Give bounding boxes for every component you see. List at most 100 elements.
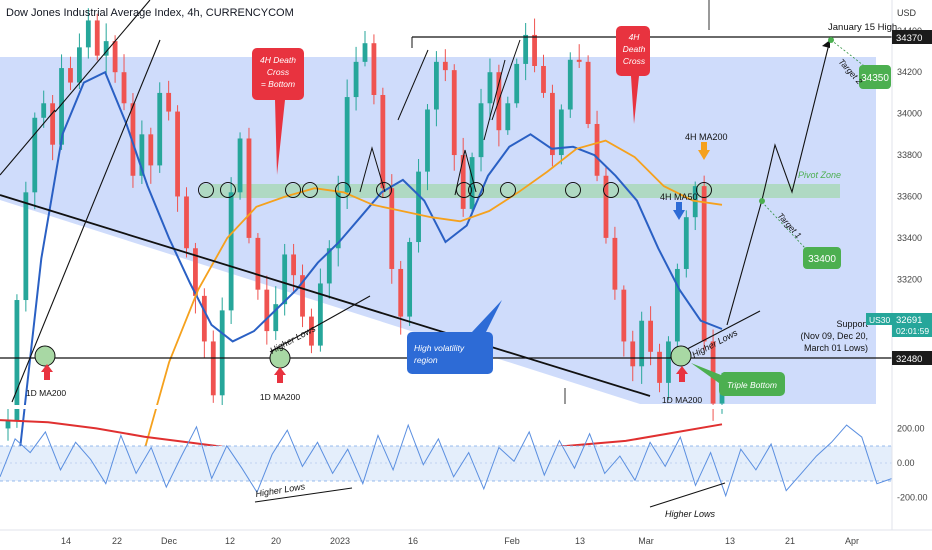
candle-body: [291, 254, 296, 276]
candle-body: [228, 192, 234, 311]
channel-line-3[interactable]: [0, 109, 56, 176]
candle-body: [157, 92, 163, 166]
candle-body: [23, 192, 29, 301]
rsi-axis[interactable]: 200.00 0.00 -200.00: [897, 424, 928, 503]
candle-body: [14, 300, 20, 421]
swing-arrow-3: [454, 149, 477, 196]
ma200-1d-label-1: 1D MA200: [26, 388, 66, 398]
pivot-touch-circle: [302, 182, 318, 198]
price-tick: 33600: [897, 191, 922, 201]
channel-line-1[interactable]: [54, 0, 151, 113]
candle-body: [282, 254, 288, 305]
candle-body: [193, 248, 198, 296]
candle-body: [701, 186, 707, 342]
pivot-touch-circle: [198, 182, 214, 198]
resistance-price-tag: [892, 30, 932, 44]
candle-body: [219, 310, 225, 396]
target1-dot: [759, 198, 765, 204]
time-tick: Mar: [638, 536, 654, 546]
rsi-band: [0, 446, 892, 481]
support-label-line3: March 01 Lows): [804, 343, 868, 353]
candles-layer: [5, 8, 725, 441]
candle-body: [139, 134, 145, 176]
price-tick: 33400: [897, 233, 922, 243]
price-tick: 34200: [897, 67, 922, 77]
time-tick: 21: [785, 536, 795, 546]
high-volatility-line1: High volatility: [414, 343, 465, 353]
time-tick: 22: [112, 536, 122, 546]
candle-body: [683, 217, 689, 269]
candle-body: [130, 103, 136, 176]
price-tick: 33800: [897, 150, 922, 160]
death-cross-callout-2[interactable]: [616, 26, 650, 124]
candle-body: [273, 304, 279, 332]
support-price-tag: [892, 351, 932, 365]
time-axis-background: [0, 530, 932, 550]
death-cross-1-line2: Cross: [267, 67, 290, 77]
panel-divider: [0, 405, 932, 409]
candle-body: [674, 268, 680, 342]
time-tick: 12: [225, 536, 235, 546]
pivot-touch-circle: [335, 182, 351, 198]
candle-body: [567, 59, 573, 110]
death-cross-2-line1: 4H: [629, 32, 641, 42]
last-price-tag[interactable]: [892, 313, 932, 337]
death-cross-callout-1[interactable]: [252, 48, 304, 175]
price-tick: 34000: [897, 109, 922, 119]
high-volatility-callout[interactable]: [407, 300, 502, 374]
candle-body: [532, 34, 537, 66]
candle-body: [201, 295, 207, 342]
rsi-higher-lows-line-1: [254, 487, 353, 503]
candle-body: [255, 237, 261, 290]
swing-arrow-5: [483, 59, 506, 141]
chart-title: Dow Jones Industrial Average Index, 4h, …: [6, 7, 294, 19]
support-label-line2: (Nov 09, Dec 20,: [800, 331, 868, 341]
candle-body: [550, 92, 555, 156]
candle-body: [380, 94, 386, 189]
ma200-4h-line: [139, 139, 723, 466]
falling-trendline[interactable]: [0, 194, 651, 397]
candle-body: [576, 59, 582, 62]
candle-body: [621, 289, 627, 342]
up-arrow-1: [41, 364, 53, 380]
rsi-tick: -200.00: [897, 493, 928, 503]
candle-body: [469, 157, 475, 209]
target2-badge[interactable]: [859, 65, 891, 89]
candle-body: [514, 63, 520, 104]
candle-body: [657, 351, 662, 383]
candle-body: [264, 289, 270, 332]
ma200-1d-label-3: 1D MA200: [662, 395, 702, 405]
candle-body: [389, 188, 395, 269]
candle-body: [371, 43, 377, 95]
pivot-touch-circle: [603, 182, 619, 198]
time-axis[interactable]: 14 22 Dec 12 20 2023 16 Feb 13 Mar 13 21 Apr: [61, 536, 859, 546]
higher-lows-line-1[interactable]: [269, 295, 371, 353]
triple-bottom-callout[interactable]: [691, 363, 785, 396]
pivot-touch-circle: [376, 182, 392, 198]
swing-arrow-2: [397, 49, 429, 121]
time-tick: 20: [271, 536, 281, 546]
candle-body: [434, 61, 439, 110]
support-label-line1: Support: [836, 319, 868, 329]
target1-badge[interactable]: [803, 247, 841, 269]
pivot-touch-circle: [220, 182, 236, 198]
countdown: 02:01:59: [896, 326, 929, 336]
rsi-higher-lows-line-2: [649, 482, 726, 508]
pivot-touch-circle: [456, 182, 472, 198]
candle-body: [300, 275, 305, 317]
up-arrow-3: [676, 366, 688, 382]
candle-body: [77, 47, 82, 83]
time-tick: 13: [725, 536, 735, 546]
candle-body: [541, 65, 546, 93]
rsi-higher-lows-label-2: Higher Lows: [665, 509, 716, 519]
currency-label: USD: [897, 8, 917, 18]
time-tick: 13: [575, 536, 585, 546]
candle-body: [612, 237, 618, 290]
candle-body: [112, 41, 118, 73]
up-arrows: [41, 364, 688, 383]
candle-body: [442, 61, 448, 71]
candle-body: [184, 196, 189, 249]
channel-line-2[interactable]: [11, 39, 161, 403]
